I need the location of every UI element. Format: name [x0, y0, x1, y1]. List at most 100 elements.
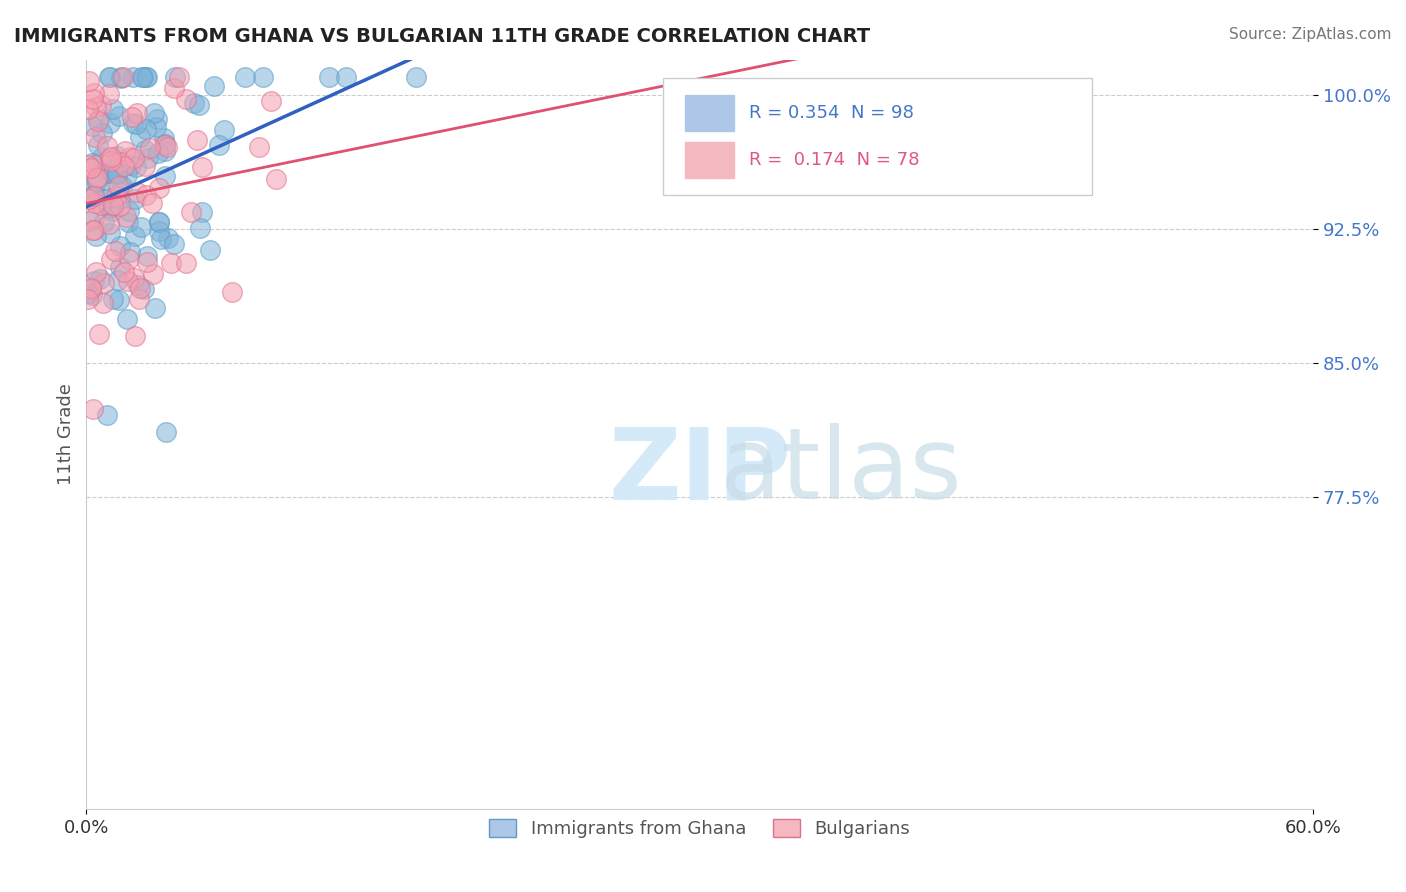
Point: [101, 166, 124, 180]
Point: [125, 160, 148, 174]
Point: [108, 109, 131, 123]
Point: [83, 223, 105, 237]
Point: [77, 292, 100, 306]
Point: [198, 243, 221, 257]
Point: [148, 215, 170, 229]
Point: [87, 138, 110, 153]
Point: [131, 70, 153, 85]
Point: [135, 121, 157, 136]
Point: [112, 159, 135, 173]
Text: atlas: atlas: [720, 424, 962, 520]
Point: [180, 205, 202, 219]
Point: [405, 70, 427, 85]
Point: [159, 256, 181, 270]
Point: [155, 425, 177, 440]
Point: [124, 192, 146, 206]
Point: [80, 156, 103, 170]
Point: [82, 401, 104, 416]
Point: [91, 150, 114, 164]
Point: [118, 204, 141, 219]
Point: [89, 198, 111, 212]
Legend: Immigrants from Ghana, Bulgarians: Immigrants from Ghana, Bulgarians: [482, 812, 918, 845]
Point: [100, 154, 122, 169]
Point: [135, 188, 157, 202]
Point: [107, 179, 129, 194]
Point: [112, 265, 135, 279]
Point: [86, 174, 108, 188]
Point: [82, 223, 104, 237]
Point: [150, 232, 173, 246]
Point: [146, 112, 169, 126]
Point: [260, 94, 283, 108]
Point: [82, 288, 104, 302]
Point: [153, 131, 176, 145]
Point: [122, 271, 145, 285]
Point: [122, 151, 145, 165]
Bar: [685, 142, 734, 178]
Point: [82, 92, 104, 106]
Point: [100, 150, 122, 164]
Point: [110, 260, 132, 274]
Point: [163, 70, 186, 85]
Point: [163, 237, 186, 252]
Point: [208, 138, 231, 153]
Point: [93, 276, 115, 290]
Point: [77, 191, 100, 205]
Point: [117, 215, 139, 229]
Point: [83, 130, 105, 145]
Point: [212, 123, 235, 137]
Point: [86, 100, 108, 114]
Point: [136, 249, 159, 263]
Point: [93, 192, 115, 206]
Point: [97, 166, 120, 180]
Point: [135, 70, 157, 85]
Point: [103, 292, 125, 306]
Point: [131, 219, 153, 234]
Point: [264, 172, 287, 186]
Point: [93, 215, 115, 229]
Point: [120, 150, 142, 164]
Point: [110, 70, 132, 85]
Point: [221, 285, 243, 299]
Point: [148, 215, 170, 229]
Point: [108, 192, 131, 206]
Point: [134, 143, 156, 157]
Point: [153, 138, 176, 153]
Point: [107, 167, 129, 181]
Point: [153, 169, 176, 183]
Point: [87, 327, 110, 342]
Point: [143, 301, 166, 316]
Point: [86, 175, 108, 189]
Point: [86, 265, 108, 279]
Point: [108, 199, 131, 213]
Point: [101, 204, 124, 219]
Point: [90, 97, 112, 112]
Point: [87, 112, 110, 127]
Point: [135, 70, 157, 85]
Point: [125, 185, 148, 199]
Point: [108, 293, 131, 308]
Point: [148, 181, 170, 195]
Point: [108, 155, 131, 169]
Y-axis label: 11th Grade: 11th Grade: [58, 384, 75, 485]
Point: [163, 81, 186, 95]
Point: [188, 98, 211, 112]
Point: [86, 228, 108, 243]
Point: [252, 70, 274, 85]
Point: [107, 273, 129, 287]
Point: [83, 211, 105, 226]
Text: IMMIGRANTS FROM GHANA VS BULGARIAN 11TH GRADE CORRELATION CHART: IMMIGRANTS FROM GHANA VS BULGARIAN 11TH …: [14, 27, 870, 45]
Point: [115, 210, 138, 224]
Point: [136, 151, 159, 165]
Point: [103, 103, 125, 117]
Point: [157, 231, 180, 245]
Point: [121, 70, 143, 85]
Point: [86, 170, 108, 185]
Point: [110, 238, 132, 252]
Point: [100, 252, 122, 266]
Point: [115, 311, 138, 326]
Point: [98, 70, 121, 85]
Point: [97, 70, 120, 85]
Text: ZIP: ZIP: [609, 424, 792, 520]
Point: [111, 179, 134, 194]
